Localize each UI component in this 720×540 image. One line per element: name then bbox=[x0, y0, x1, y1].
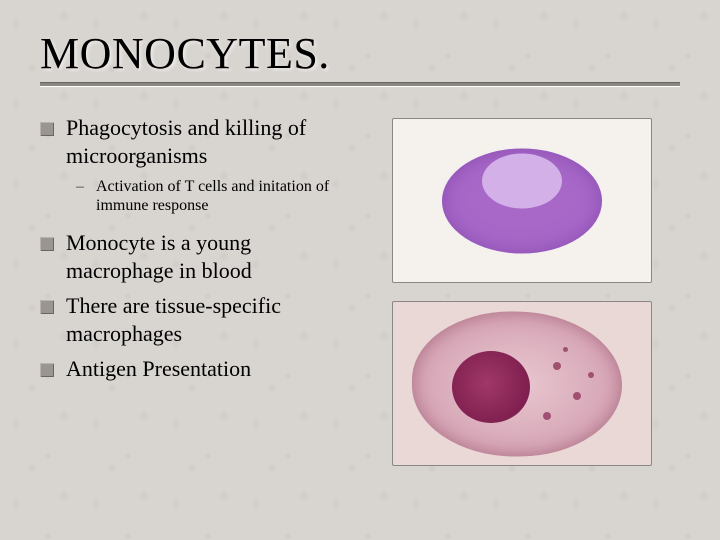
dash-bullet-icon: – bbox=[76, 177, 86, 215]
sub-bullet-text: Activation of T cells and initation of i… bbox=[96, 177, 340, 215]
granule-dot bbox=[573, 392, 581, 400]
granule-dot bbox=[553, 362, 561, 370]
bullet-text: Monocyte is a young macrophage in blood bbox=[66, 229, 340, 284]
bullet-item: Antigen Presentation bbox=[40, 355, 340, 383]
content-row: Phagocytosis and killing of microorganis… bbox=[40, 114, 680, 520]
bullet-item: There are tissue-specific macrophages bbox=[40, 292, 340, 347]
text-column: Phagocytosis and killing of microorganis… bbox=[40, 114, 340, 520]
image-column bbox=[364, 114, 680, 520]
nucleus-shape bbox=[452, 351, 530, 423]
granule-dot bbox=[543, 412, 551, 420]
bullet-item: Phagocytosis and killing of microorganis… bbox=[40, 114, 340, 169]
sub-bullet-item: – Activation of T cells and initation of… bbox=[76, 177, 340, 215]
bullet-text: Phagocytosis and killing of microorganis… bbox=[66, 114, 340, 169]
slide-container: MONOCYTES. Phagocytosis and killing of m… bbox=[0, 0, 720, 540]
nucleus-notch-shape bbox=[482, 153, 562, 208]
page-title: MONOCYTES. bbox=[40, 28, 680, 79]
square-bullet-icon bbox=[40, 300, 54, 314]
granule-dot bbox=[563, 347, 568, 352]
title-underline bbox=[40, 83, 680, 86]
bullet-text: There are tissue-specific macrophages bbox=[66, 292, 340, 347]
square-bullet-icon bbox=[40, 122, 54, 136]
macrophage-cell-image bbox=[392, 301, 652, 466]
granule-dot bbox=[588, 372, 594, 378]
monocyte-cell-image bbox=[392, 118, 652, 283]
square-bullet-icon bbox=[40, 363, 54, 377]
bullet-item: Monocyte is a young macrophage in blood bbox=[40, 229, 340, 284]
bullet-text: Antigen Presentation bbox=[66, 355, 251, 383]
square-bullet-icon bbox=[40, 237, 54, 251]
